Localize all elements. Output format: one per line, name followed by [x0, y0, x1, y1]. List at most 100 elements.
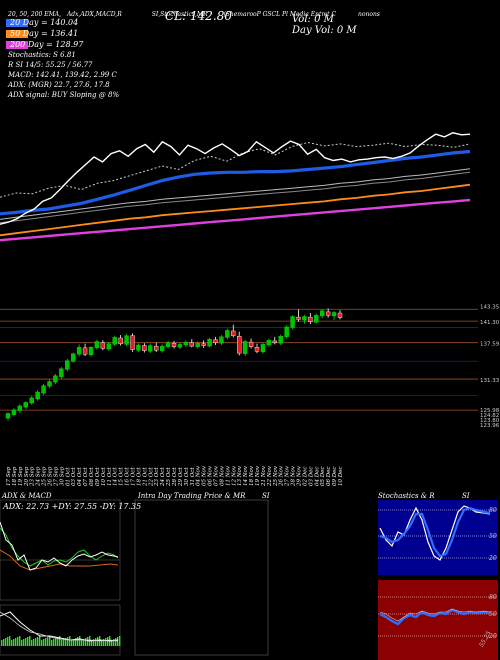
- candle-body: [35, 391, 40, 400]
- candle: [130, 333, 135, 352]
- date-label: 07 Oct: [83, 467, 89, 486]
- macd-histogram-bar: [85, 638, 87, 646]
- candle: [302, 314, 307, 324]
- macd-histogram-bar: [37, 637, 39, 646]
- date-label: 11 Nov: [225, 465, 231, 486]
- candle: [284, 325, 289, 339]
- candle: [314, 313, 319, 324]
- candle-body: [5, 413, 11, 419]
- date-label: 26 Nov: [279, 465, 285, 487]
- macd-line: [0, 611, 119, 642]
- stoch-level-50: 50: [489, 533, 497, 540]
- candle-body: [65, 360, 70, 370]
- macd-histogram-bar: [55, 638, 57, 646]
- candle: [320, 308, 325, 319]
- date-label: 02 Dec: [302, 467, 308, 487]
- rsi-level-20: 20: [489, 633, 497, 640]
- price-level-label: 137.59: [480, 342, 500, 348]
- candle: [59, 367, 64, 379]
- candle: [11, 408, 17, 417]
- candle: [254, 343, 260, 354]
- candle-body: [142, 345, 147, 351]
- candle: [189, 339, 194, 348]
- candle-body: [94, 341, 100, 349]
- macd-histogram-bar: [25, 638, 27, 646]
- macd-histogram-bar: [91, 640, 93, 646]
- candle: [29, 396, 34, 405]
- candle: [159, 344, 165, 353]
- macd-histogram-bar: [11, 640, 13, 646]
- rsi-level-80: 80: [489, 594, 497, 601]
- candle-body: [266, 340, 272, 346]
- candle-body: [296, 316, 301, 320]
- macd-histogram-bar: [97, 637, 99, 646]
- date-label: 22 Nov: [267, 465, 273, 487]
- stoch-level-20: 20: [489, 555, 497, 562]
- macd-histogram-bar: [87, 637, 89, 646]
- candle-body: [11, 409, 17, 415]
- adx-macd-panel-title: ADX & MACD: [2, 492, 52, 500]
- macd-histogram-bar: [41, 640, 43, 646]
- candle: [106, 342, 111, 351]
- date-label: 18 Sep: [12, 466, 18, 486]
- candle: [195, 341, 200, 349]
- macd-histogram-bar: [5, 638, 7, 646]
- macd-histogram-bar: [105, 638, 107, 646]
- candle-body: [88, 347, 94, 356]
- price-level-label: 124.82: [480, 413, 499, 419]
- date-label: 21 Oct: [142, 467, 148, 487]
- candle-body: [325, 311, 331, 316]
- candle-body: [260, 344, 266, 353]
- intraday-panel-title-right: SI: [262, 492, 270, 500]
- candle: [177, 342, 183, 350]
- candle-body: [213, 339, 218, 343]
- macd-histogram-bar: [71, 640, 73, 646]
- date-label: 01 Oct: [65, 467, 71, 486]
- candle: [201, 340, 206, 348]
- candle: [71, 352, 76, 363]
- candle-body: [207, 338, 212, 347]
- macd-histogram-bar: [43, 639, 45, 646]
- ema20-line: [0, 141, 471, 198]
- macd-histogram-bar: [39, 636, 41, 646]
- date-label: 24 Sep: [36, 466, 42, 487]
- date-label: 29 Nov: [297, 465, 303, 487]
- date-label: 25 Oct: [166, 467, 172, 487]
- candle: [35, 390, 40, 401]
- candle: [219, 335, 224, 345]
- candle: [154, 342, 159, 352]
- macd-histogram-bar: [53, 639, 55, 646]
- candle-body: [112, 337, 117, 345]
- envelope-upper-line: [0, 168, 471, 220]
- candle-body: [231, 330, 236, 336]
- candle-body: [124, 335, 129, 345]
- candle: [118, 335, 123, 346]
- stoch-d-line: [379, 506, 491, 558]
- date-label: 25 Nov: [273, 465, 279, 487]
- date-label: 15 Oct: [119, 467, 125, 486]
- macd-histogram-bar: [103, 639, 105, 646]
- candle: [183, 340, 189, 347]
- envelope-mid-line: [0, 171, 471, 224]
- volume-label: Vol: 0 M: [292, 14, 334, 25]
- date-label: 30 Sep: [59, 466, 65, 486]
- date-label: 06 Dec: [326, 467, 332, 487]
- date-label: 10 Oct: [101, 467, 107, 486]
- date-label: 18 Oct: [136, 467, 142, 486]
- date-label: 04 Nov: [196, 465, 202, 486]
- macd-histogram-bar: [93, 639, 95, 646]
- candle-body: [29, 397, 34, 404]
- candle: [17, 404, 23, 413]
- date-label: 27 Sep: [53, 466, 59, 487]
- candle-body: [308, 316, 313, 322]
- candle-body: [177, 344, 183, 348]
- candle-body: [278, 336, 283, 344]
- adx-signal-line: ADX signal: BUY Sloping @ 8%: [8, 91, 120, 99]
- macd-histogram-bar: [113, 639, 115, 646]
- candle-body: [302, 316, 307, 321]
- date-label: 07 Nov: [214, 465, 220, 486]
- adx-line: ADX: (MGR) 22.7, 27.6, 17.8: [8, 81, 110, 89]
- macd-histogram-bar: [111, 640, 113, 646]
- date-label: 13 Nov: [237, 465, 243, 486]
- date-label: 28 Nov: [291, 465, 297, 487]
